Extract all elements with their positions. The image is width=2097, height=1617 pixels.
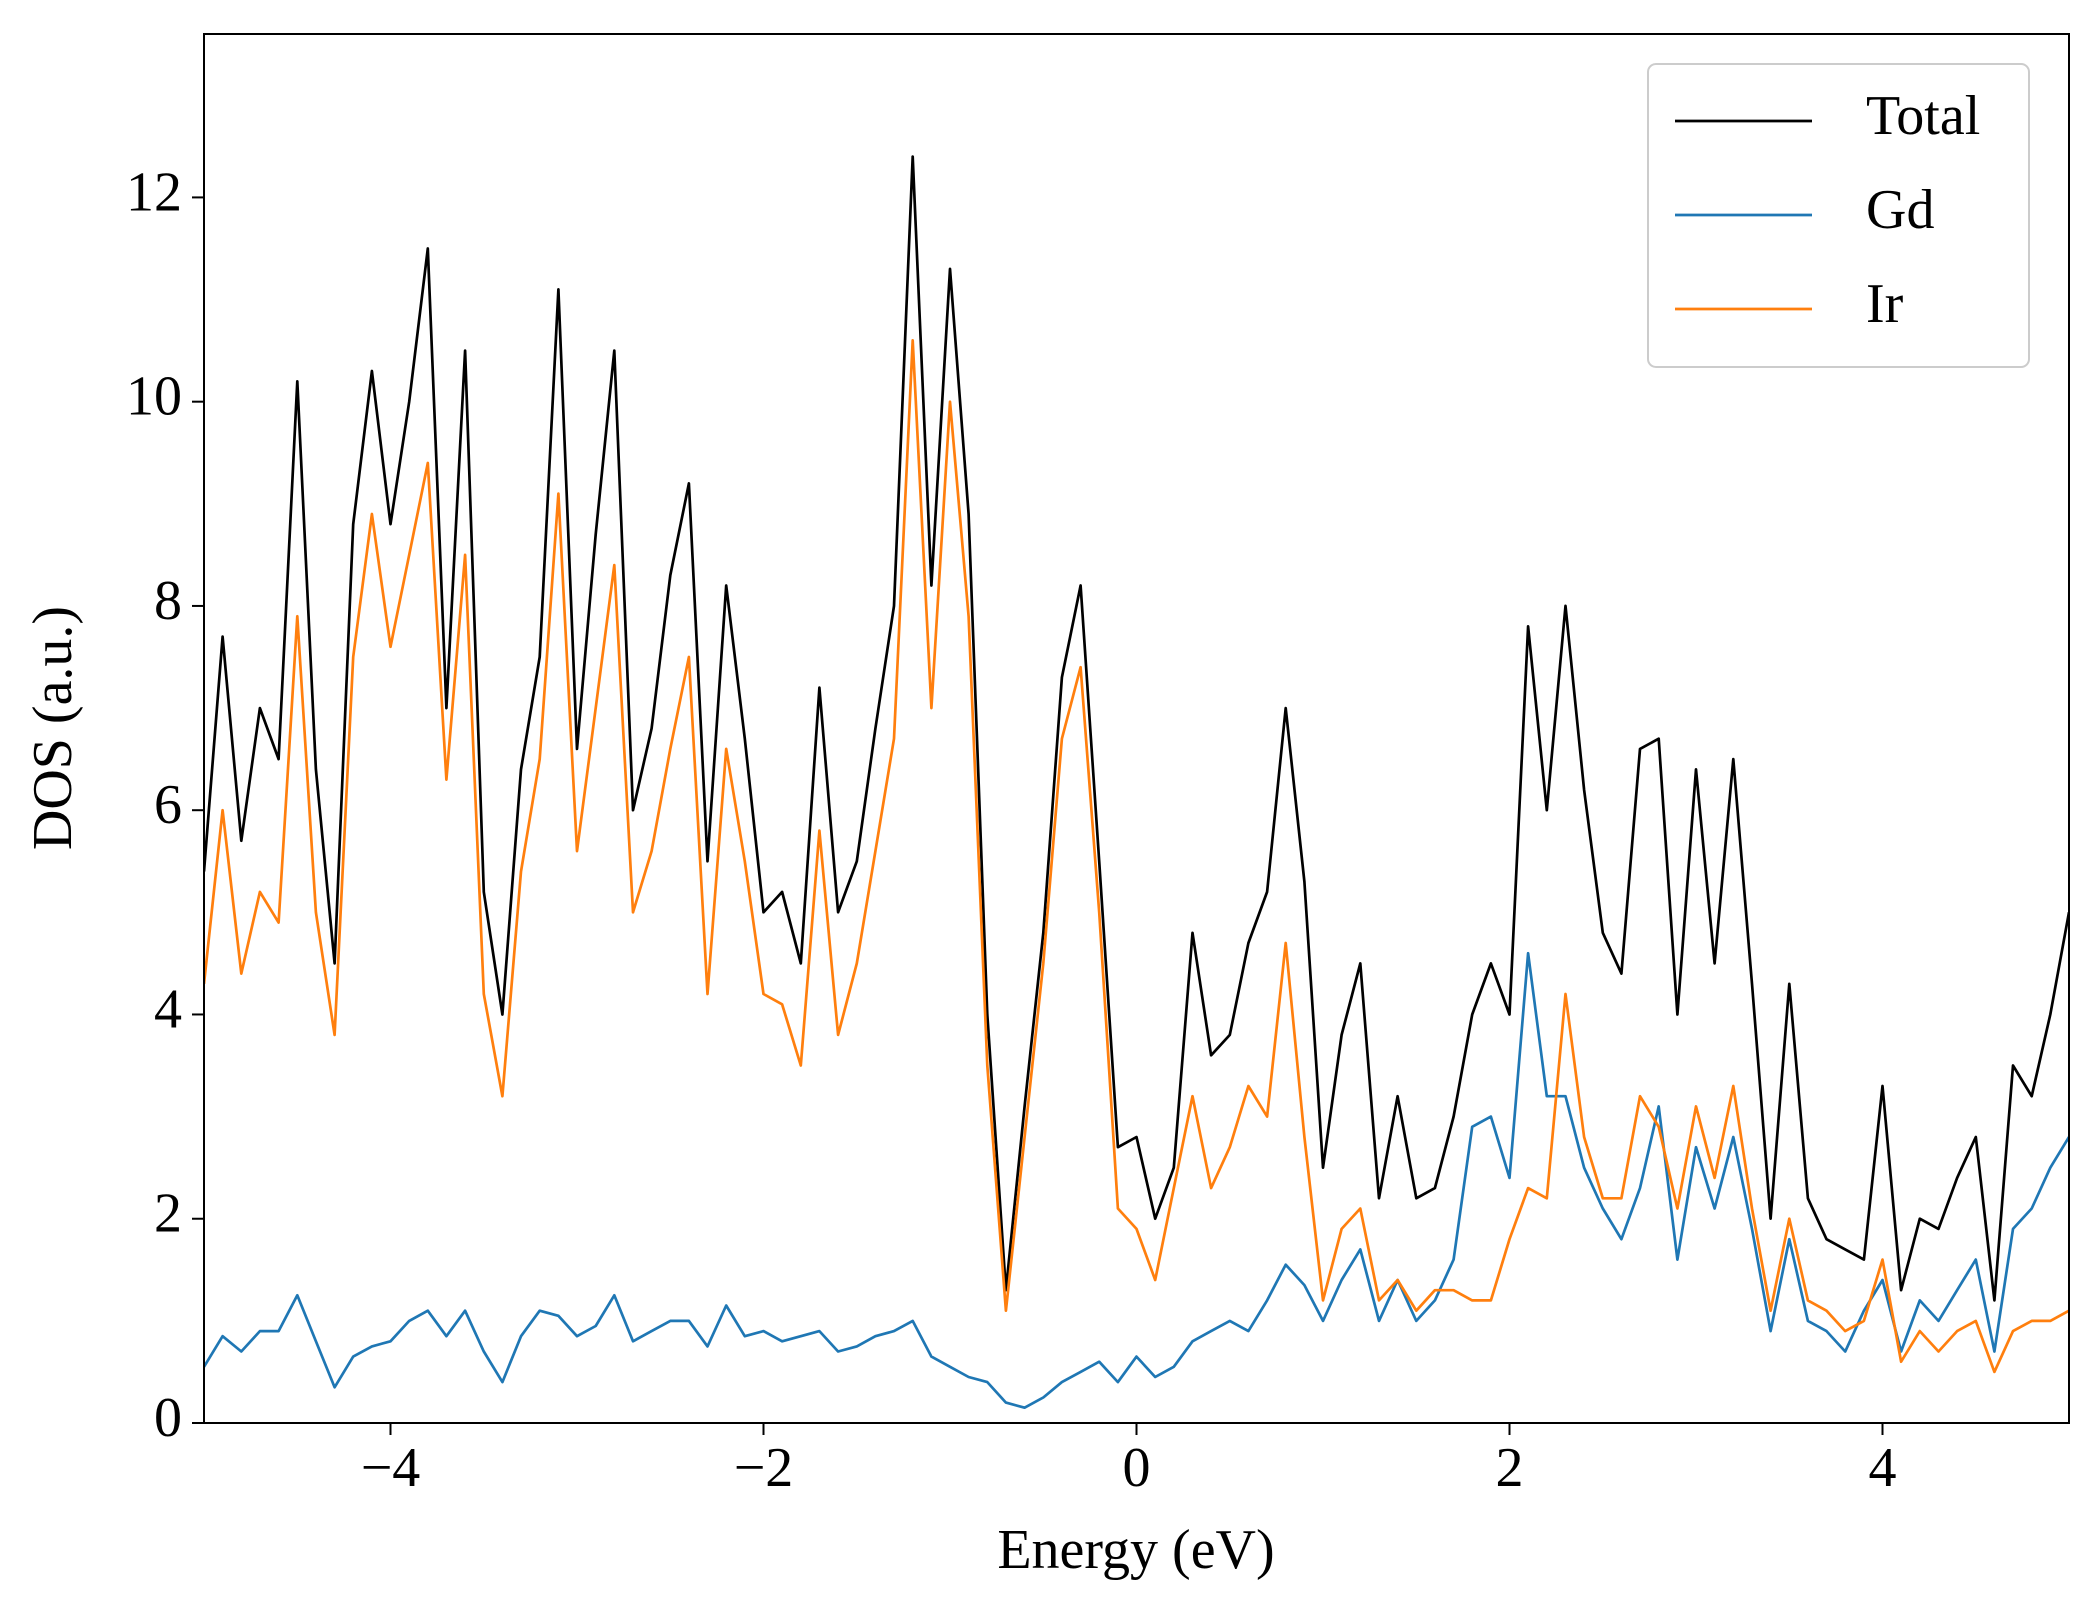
x-axis-label: Energy (eV) (997, 1519, 1274, 1581)
legend-label: Gd (1866, 179, 1934, 241)
y-tick-label: 0 (154, 1387, 182, 1449)
y-tick-label: 12 (126, 161, 182, 223)
series-line (204, 155, 2069, 1302)
y-axis-label: DOS (a.u.) (22, 606, 84, 850)
legend-box (1647, 63, 2030, 368)
x-tick-label: −4 (361, 1437, 421, 1499)
plot-frame (203, 33, 2070, 1424)
x-tick-label: −2 (734, 1437, 794, 1499)
legend-label: Ir (1866, 273, 1904, 335)
x-tick-label: 0 (1123, 1437, 1151, 1499)
x-tick-label: 2 (1496, 1437, 1524, 1499)
x-tick-label: 4 (1869, 1437, 1897, 1499)
series-line (204, 339, 2069, 1374)
y-tick-label: 6 (154, 774, 182, 836)
y-tick-label: 4 (154, 978, 182, 1040)
y-tick-label: 8 (154, 570, 182, 632)
y-tick-label: 2 (154, 1183, 182, 1245)
y-tick-label: 10 (126, 366, 182, 428)
legend-label: Total (1866, 85, 1980, 147)
series-line (204, 951, 2069, 1410)
